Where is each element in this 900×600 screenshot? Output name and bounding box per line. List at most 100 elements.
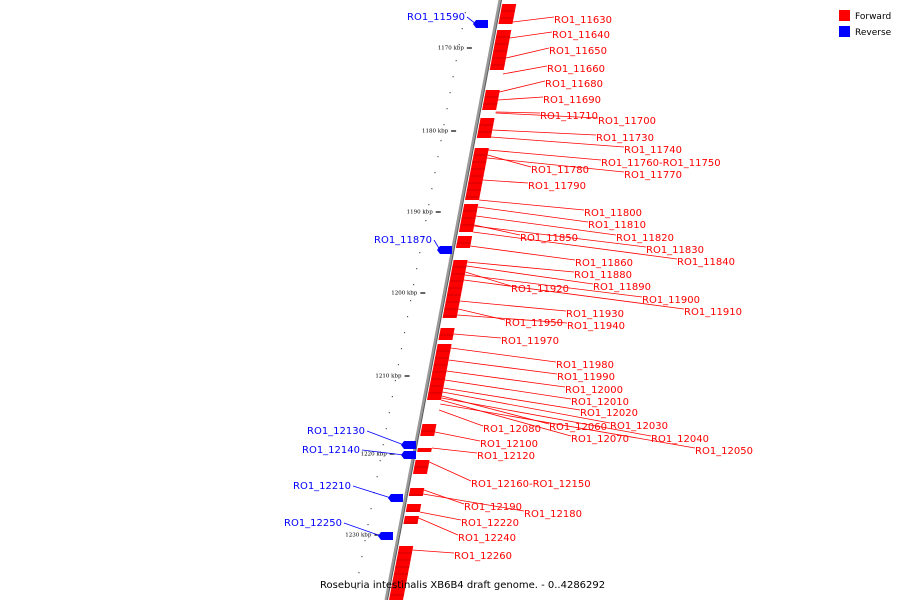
scale-dot <box>443 124 445 126</box>
forward-gene-label[interactable]: RO1_11900 <box>642 295 700 306</box>
forward-gene-label[interactable]: RO1_11760-RO1_11750 <box>601 158 721 169</box>
forward-gene-label[interactable]: RO1_11830 <box>646 245 704 256</box>
reverse-leader <box>366 430 405 446</box>
scale-dot <box>361 556 363 558</box>
scale-dot <box>416 268 418 270</box>
forward-feature <box>420 424 437 436</box>
forward-gene-label[interactable]: RO1_11740 <box>624 145 682 156</box>
forward-gene-label[interactable]: RO1_11660 <box>547 64 605 75</box>
forward-leader <box>459 300 567 312</box>
reverse-gene-label[interactable]: RO1_11870 <box>374 235 432 246</box>
scale-dot <box>394 380 396 382</box>
forward-gene-label[interactable]: RO1_11640 <box>552 30 610 41</box>
forward-gene-label[interactable]: RO1_12260 <box>454 551 512 562</box>
forward-gene-label[interactable]: RO1_12060 <box>549 422 607 433</box>
forward-gene-label[interactable]: RO1_11730 <box>596 133 654 144</box>
forward-gene-label[interactable]: RO1_11880 <box>574 270 632 281</box>
scale-dot <box>376 476 378 478</box>
reverse-gene-label[interactable]: RO1_12130 <box>307 426 365 437</box>
forward-gene-label[interactable]: RO1_11770 <box>624 170 682 181</box>
forward-leader <box>474 225 647 248</box>
forward-leader <box>440 403 696 449</box>
tick-label: 1180 kbp <box>422 129 449 135</box>
reverse-gene-label[interactable]: RO1_12140 <box>302 445 360 456</box>
forward-feature <box>405 504 422 512</box>
forward-feature <box>438 328 455 340</box>
forward-leader <box>412 549 455 554</box>
forward-gene-label[interactable]: RO1_11860 <box>575 258 633 269</box>
forward-gene-label[interactable]: RO1_11680 <box>545 79 603 90</box>
forward-gene-label[interactable]: RO1_12100 <box>480 439 538 450</box>
forward-gene-label[interactable]: RO1_12020 <box>580 408 638 419</box>
forward-gene-label[interactable]: RO1_12180 <box>524 509 582 520</box>
forward-leader <box>466 265 594 285</box>
scale-dot <box>391 396 393 398</box>
forward-leader <box>450 347 557 363</box>
forward-leader <box>502 65 548 75</box>
forward-leader <box>463 279 685 310</box>
forward-gene-label[interactable]: RO1_11780 <box>531 165 589 176</box>
map-caption: Roseburia intestinalis XB6B4 draft genom… <box>320 580 605 591</box>
forward-feature <box>417 448 432 452</box>
forward-leader <box>429 461 472 482</box>
forward-gene-label[interactable]: RO1_11840 <box>677 257 735 268</box>
forward-gene-label[interactable]: RO1_11930 <box>566 309 624 320</box>
forward-leader <box>482 179 529 184</box>
scale-dot <box>358 572 360 574</box>
forward-gene-label[interactable]: RO1_12050 <box>695 446 753 457</box>
forward-gene-label[interactable]: RO1_11820 <box>616 233 674 244</box>
legend-forward-label: Forward <box>855 12 891 22</box>
forward-leader <box>446 370 566 388</box>
reverse-feature <box>388 494 403 502</box>
scale-dot <box>400 348 403 350</box>
scale-dot <box>422 236 424 238</box>
forward-gene-label[interactable]: RO1_11990 <box>557 372 615 383</box>
forward-gene-label[interactable]: RO1_12190 <box>464 502 522 513</box>
forward-feature <box>465 148 489 200</box>
forward-gene-label[interactable]: RO1_11710 <box>540 111 598 122</box>
forward-gene-label[interactable]: RO1_11950 <box>505 318 563 329</box>
forward-gene-label[interactable]: RO1_12080 <box>483 424 541 435</box>
scale-dot <box>461 28 463 30</box>
forward-gene-label[interactable]: RO1_12070 <box>571 434 629 445</box>
forward-gene-label[interactable]: RO1_12220 <box>461 518 519 529</box>
forward-gene-label[interactable]: RO1_11850 <box>520 233 578 244</box>
scale-dot <box>458 44 460 46</box>
forward-gene-label[interactable]: RO1_11970 <box>501 336 559 347</box>
reverse-gene-label[interactable]: RO1_11590 <box>407 12 465 23</box>
forward-leader <box>490 136 625 148</box>
forward-leader <box>465 271 512 287</box>
forward-gene-label[interactable]: RO1_12010 <box>571 397 629 408</box>
forward-gene-label[interactable]: RO1_12030 <box>610 421 668 432</box>
forward-gene-label[interactable]: RO1_11940 <box>567 321 625 332</box>
tick-label: 1230 kbp <box>345 533 372 539</box>
forward-gene-label[interactable]: RO1_11910 <box>684 307 742 318</box>
forward-gene-label[interactable]: RO1_11980 <box>556 360 614 371</box>
forward-gene-label[interactable]: RO1_11790 <box>528 181 586 192</box>
reverse-gene-label[interactable]: RO1_12250 <box>284 518 342 529</box>
forward-gene-label[interactable]: RO1_11630 <box>554 15 612 26</box>
forward-gene-label[interactable]: RO1_12120 <box>477 451 535 462</box>
scale-dot <box>382 444 384 446</box>
forward-gene-label[interactable]: RO1_12040 <box>651 434 709 445</box>
forward-leader <box>499 80 546 93</box>
forward-leader <box>443 387 581 411</box>
forward-gene-label[interactable]: RO1_11800 <box>584 208 642 219</box>
forward-leader <box>440 399 572 437</box>
forward-feature <box>498 4 517 24</box>
forward-gene-label[interactable]: RO1_11650 <box>549 46 607 57</box>
scale-dot <box>437 156 439 158</box>
gene-labels: RO1_11630 RO1_11640 RO1_11650 RO1_11660 RO1_… <box>284 12 753 562</box>
forward-gene-label[interactable]: RO1_12160-RO1_12150 <box>471 479 591 490</box>
forward-gene-label[interactable]: RO1_11690 <box>543 95 601 106</box>
forward-gene-label[interactable]: RO1_11920 <box>511 284 569 295</box>
forward-gene-label[interactable]: RO1_11890 <box>593 282 651 293</box>
forward-gene-label[interactable]: RO1_11700 <box>598 116 656 127</box>
forward-gene-label[interactable]: RO1_12000 <box>565 385 623 396</box>
forward-leader <box>467 261 575 273</box>
reverse-gene-label[interactable]: RO1_12210 <box>293 481 351 492</box>
forward-gene-label[interactable]: RO1_11810 <box>588 220 646 231</box>
genome-backbone <box>384 0 502 600</box>
forward-gene-label[interactable]: RO1_12240 <box>458 533 516 544</box>
